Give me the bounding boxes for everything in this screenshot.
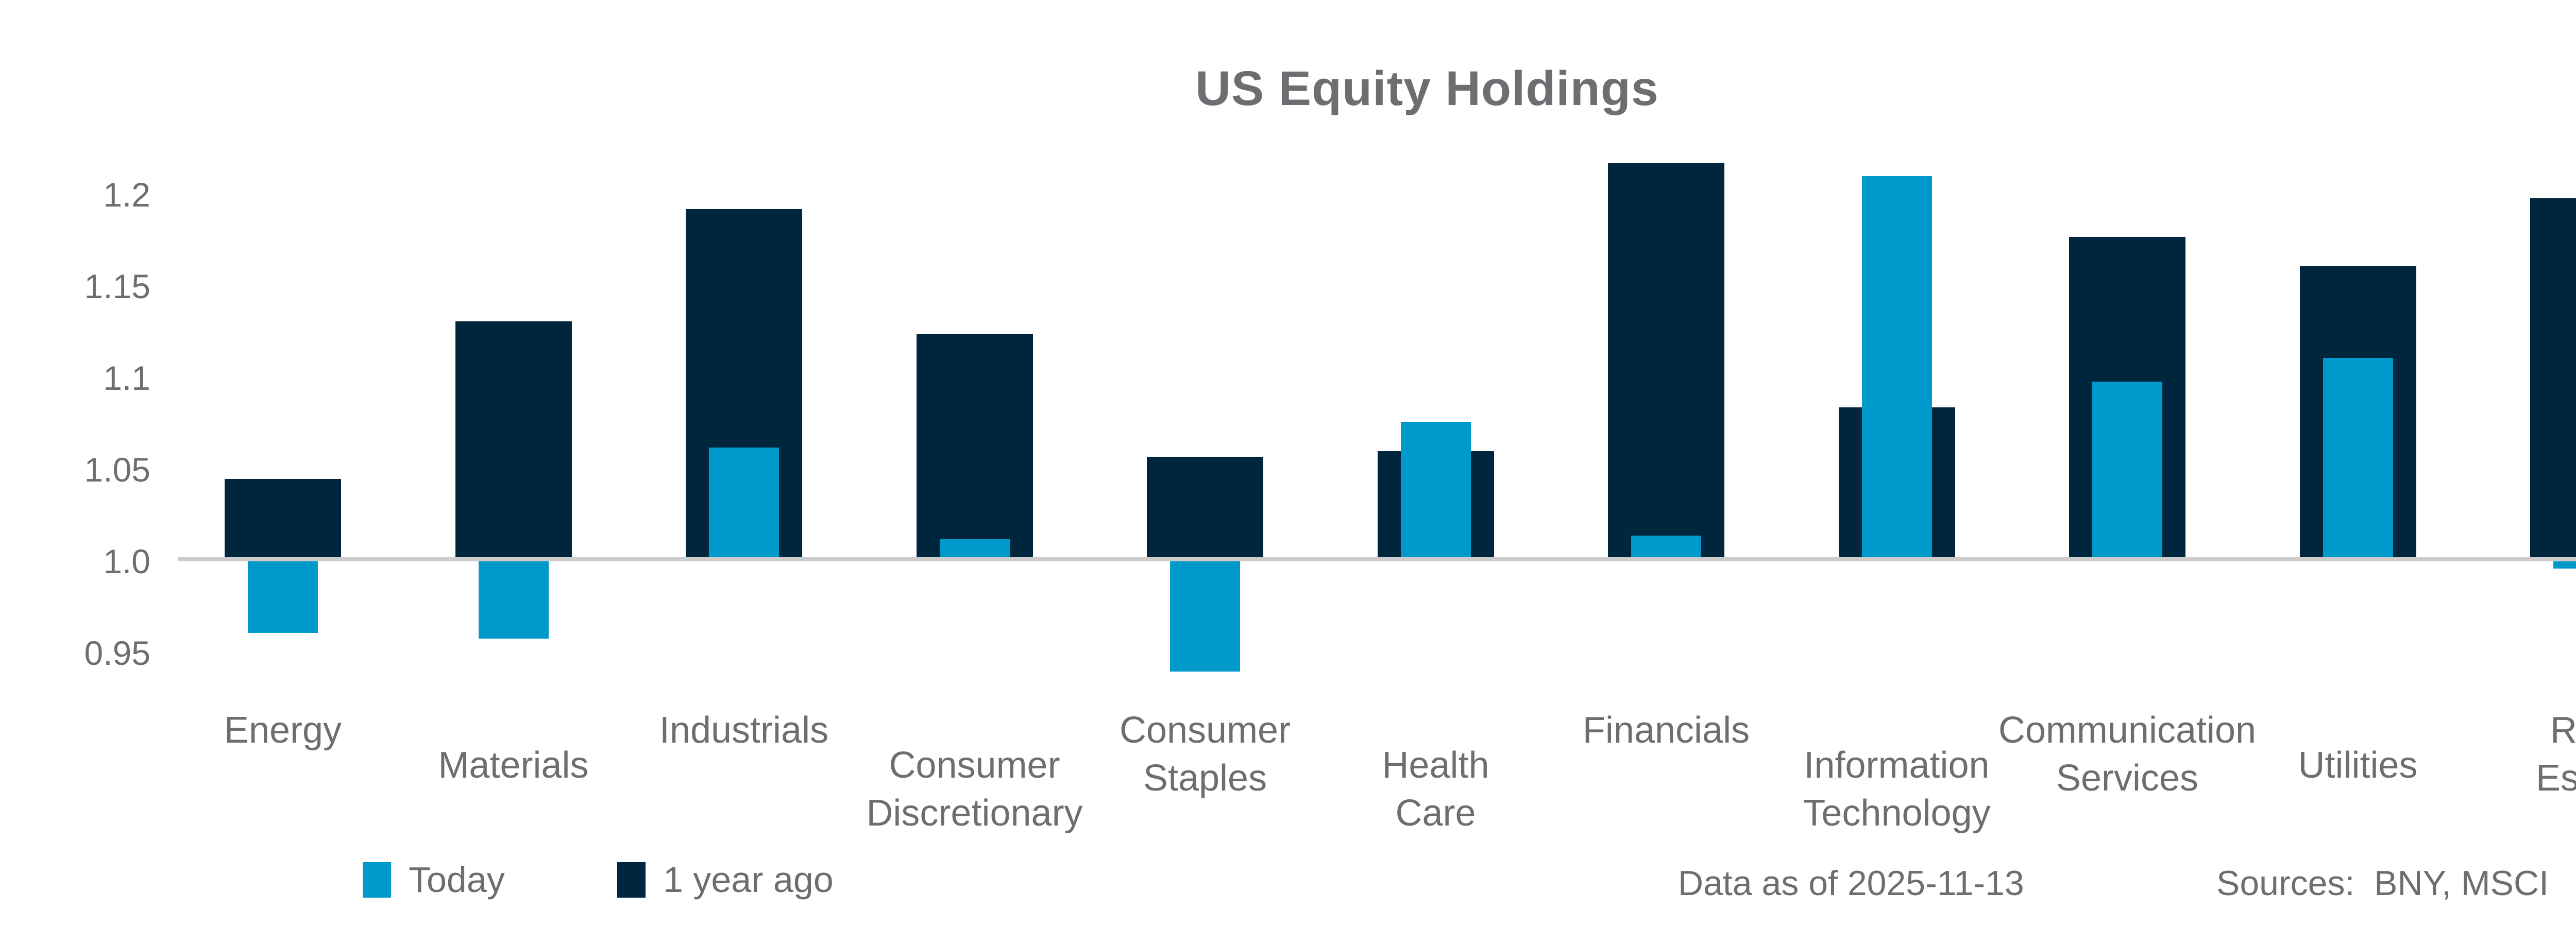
- y-tick-label: 1.05: [84, 451, 150, 489]
- x-axis-label-line: Real: [2550, 710, 2576, 751]
- x-axis-label-line: Discretionary: [866, 793, 1083, 834]
- legend-swatch-year-ago: [617, 862, 646, 898]
- x-axis-label-consumer-discretionary: Consumer Discretionary: [815, 742, 1134, 837]
- x-axis-label-line: Communication: [1998, 710, 2257, 751]
- x-axis-label-line: Health: [1382, 745, 1489, 786]
- x-axis-line: [178, 557, 2576, 561]
- x-axis-label-line: Financials: [1582, 710, 1750, 751]
- footer-sources: Sources: BNY, MSCI: [2216, 864, 2549, 903]
- x-axis-label-line: Industrials: [659, 710, 829, 751]
- bar-1-year-ago-consumer-discretionary: [916, 334, 1033, 561]
- y-tick-label: 1.2: [103, 176, 150, 214]
- x-axis-label-consumer-staples: Consumer Staples: [1045, 707, 1365, 802]
- x-axis-label-line: Information: [1804, 745, 1990, 786]
- x-axis-label-line: Care: [1395, 793, 1476, 834]
- x-axis-label-materials: Materials: [354, 742, 673, 789]
- y-tick-label: 1.15: [84, 267, 150, 305]
- x-axis-label-energy: Energy: [123, 707, 443, 754]
- x-axis-label-line: Consumer: [1119, 710, 1291, 751]
- bar-today-financials: [1631, 536, 1701, 561]
- y-tick-label: 1.1: [103, 359, 150, 397]
- x-axis-label-communication-services: Communication Services: [1968, 707, 2287, 802]
- bar-today-energy: [248, 561, 318, 633]
- bar-today-industrials: [709, 448, 779, 561]
- x-axis-label-health-care: Health Care: [1276, 742, 1596, 837]
- bar-today-communication-services: [2092, 382, 2162, 561]
- x-axis-label-information-technology: Information Technology: [1737, 742, 2057, 837]
- x-axis-label-line: Technology: [1803, 793, 1991, 834]
- y-tick-label: 1.0: [103, 542, 150, 580]
- legend-label-year-ago: 1 year ago: [663, 860, 834, 900]
- x-axis-label-line: Energy: [224, 710, 342, 751]
- x-axis-label-industrials: Industrials: [584, 707, 904, 754]
- x-axis-label-line: Estate: [2535, 758, 2576, 799]
- bar-1-year-ago-materials: [455, 321, 572, 561]
- x-axis-label-line: Materials: [438, 745, 589, 786]
- bar-1-year-ago-financials: [1608, 163, 1724, 561]
- bar-today-real-estate: [2553, 561, 2576, 569]
- bar-1-year-ago-consumer-staples: [1147, 457, 1263, 561]
- legend-item-year-ago: 1 year ago: [617, 860, 834, 900]
- bar-today-consumer-staples: [1170, 561, 1240, 672]
- footer-data-as-of: Data as of 2025-11-13: [1678, 864, 2024, 903]
- legend-label-today: Today: [409, 860, 505, 900]
- y-tick-label: 0.95: [84, 634, 150, 672]
- bar-1-year-ago-energy: [225, 478, 341, 561]
- legend-swatch-today: [363, 862, 391, 898]
- bar-today-utilities: [2323, 357, 2393, 561]
- x-axis-label-real-estate: Real Estate: [2429, 707, 2576, 802]
- bar-1-year-ago-real-estate: [2530, 198, 2576, 561]
- x-axis-label-line: Utilities: [2298, 745, 2418, 786]
- bar-today-health-care: [1400, 422, 1471, 561]
- bar-today-information-technology: [1861, 176, 1932, 561]
- x-axis-label-line: Services: [2056, 758, 2199, 799]
- chart-title: US Equity Holdings: [1195, 61, 1659, 116]
- x-axis-label-utilities: Utilities: [2198, 742, 2518, 789]
- x-axis-label-line: Staples: [1143, 758, 1267, 799]
- legend-item-today: Today: [363, 860, 505, 900]
- x-axis-label-line: Consumer: [889, 745, 1060, 786]
- bar-today-materials: [478, 561, 549, 639]
- x-axis-label-financials: Financials: [1506, 707, 1826, 754]
